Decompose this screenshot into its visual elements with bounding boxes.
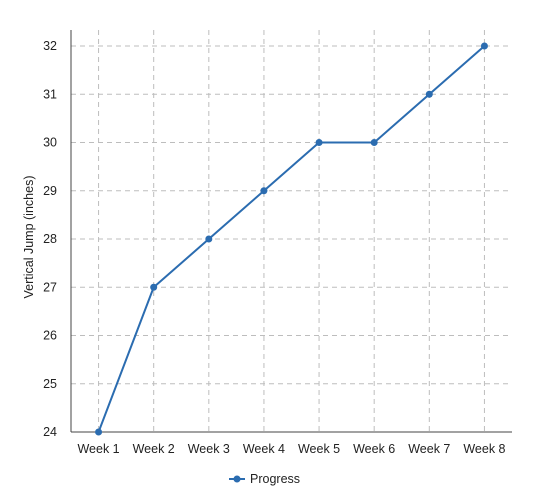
data-point[interactable] xyxy=(260,187,268,195)
grid-lines xyxy=(71,30,512,433)
data-point[interactable] xyxy=(95,428,103,436)
data-point[interactable] xyxy=(370,139,378,146)
y-axis-title: Vertical Jump (inches) xyxy=(22,176,36,299)
x-tick-label: Week 5 xyxy=(298,442,340,456)
data-point[interactable] xyxy=(205,235,213,243)
y-tick-label: 30 xyxy=(43,136,57,150)
y-tick-label: 26 xyxy=(43,329,57,343)
series-layer xyxy=(95,42,488,436)
x-tick-label: Week 1 xyxy=(77,442,119,456)
x-tick-label: Week 2 xyxy=(133,442,175,456)
legend-label: Progress xyxy=(250,472,300,486)
y-tick-label: 29 xyxy=(43,184,57,198)
y-tick-label: 31 xyxy=(43,87,57,101)
x-tick-labels: Week 1 Week 2 Week 3 Week 4 Week 5 Week 6 Week… xyxy=(77,442,505,456)
y-tick-label: 28 xyxy=(43,232,57,246)
data-point[interactable] xyxy=(315,139,323,146)
series-line xyxy=(97,45,486,433)
legend[interactable]: Progress xyxy=(229,472,300,486)
axes xyxy=(70,30,512,433)
y-tick-label: 24 xyxy=(43,425,57,439)
x-tick-label: Week 7 xyxy=(408,442,450,456)
x-tick-label: Week 3 xyxy=(188,442,230,456)
data-point[interactable] xyxy=(150,283,158,291)
y-tick-labels: 24 25 26 27 28 29 30 31 32 xyxy=(43,39,57,439)
data-point[interactable] xyxy=(480,42,488,50)
legend-marker-dot xyxy=(233,475,241,483)
x-tick-label: Week 4 xyxy=(243,442,285,456)
data-point[interactable] xyxy=(425,90,433,98)
y-tick-label: 25 xyxy=(43,377,57,391)
x-tick-label: Week 6 xyxy=(353,442,395,456)
y-tick-label: 27 xyxy=(43,280,57,294)
y-tick-label: 32 xyxy=(43,39,57,53)
x-tick-label: Week 8 xyxy=(463,442,505,456)
